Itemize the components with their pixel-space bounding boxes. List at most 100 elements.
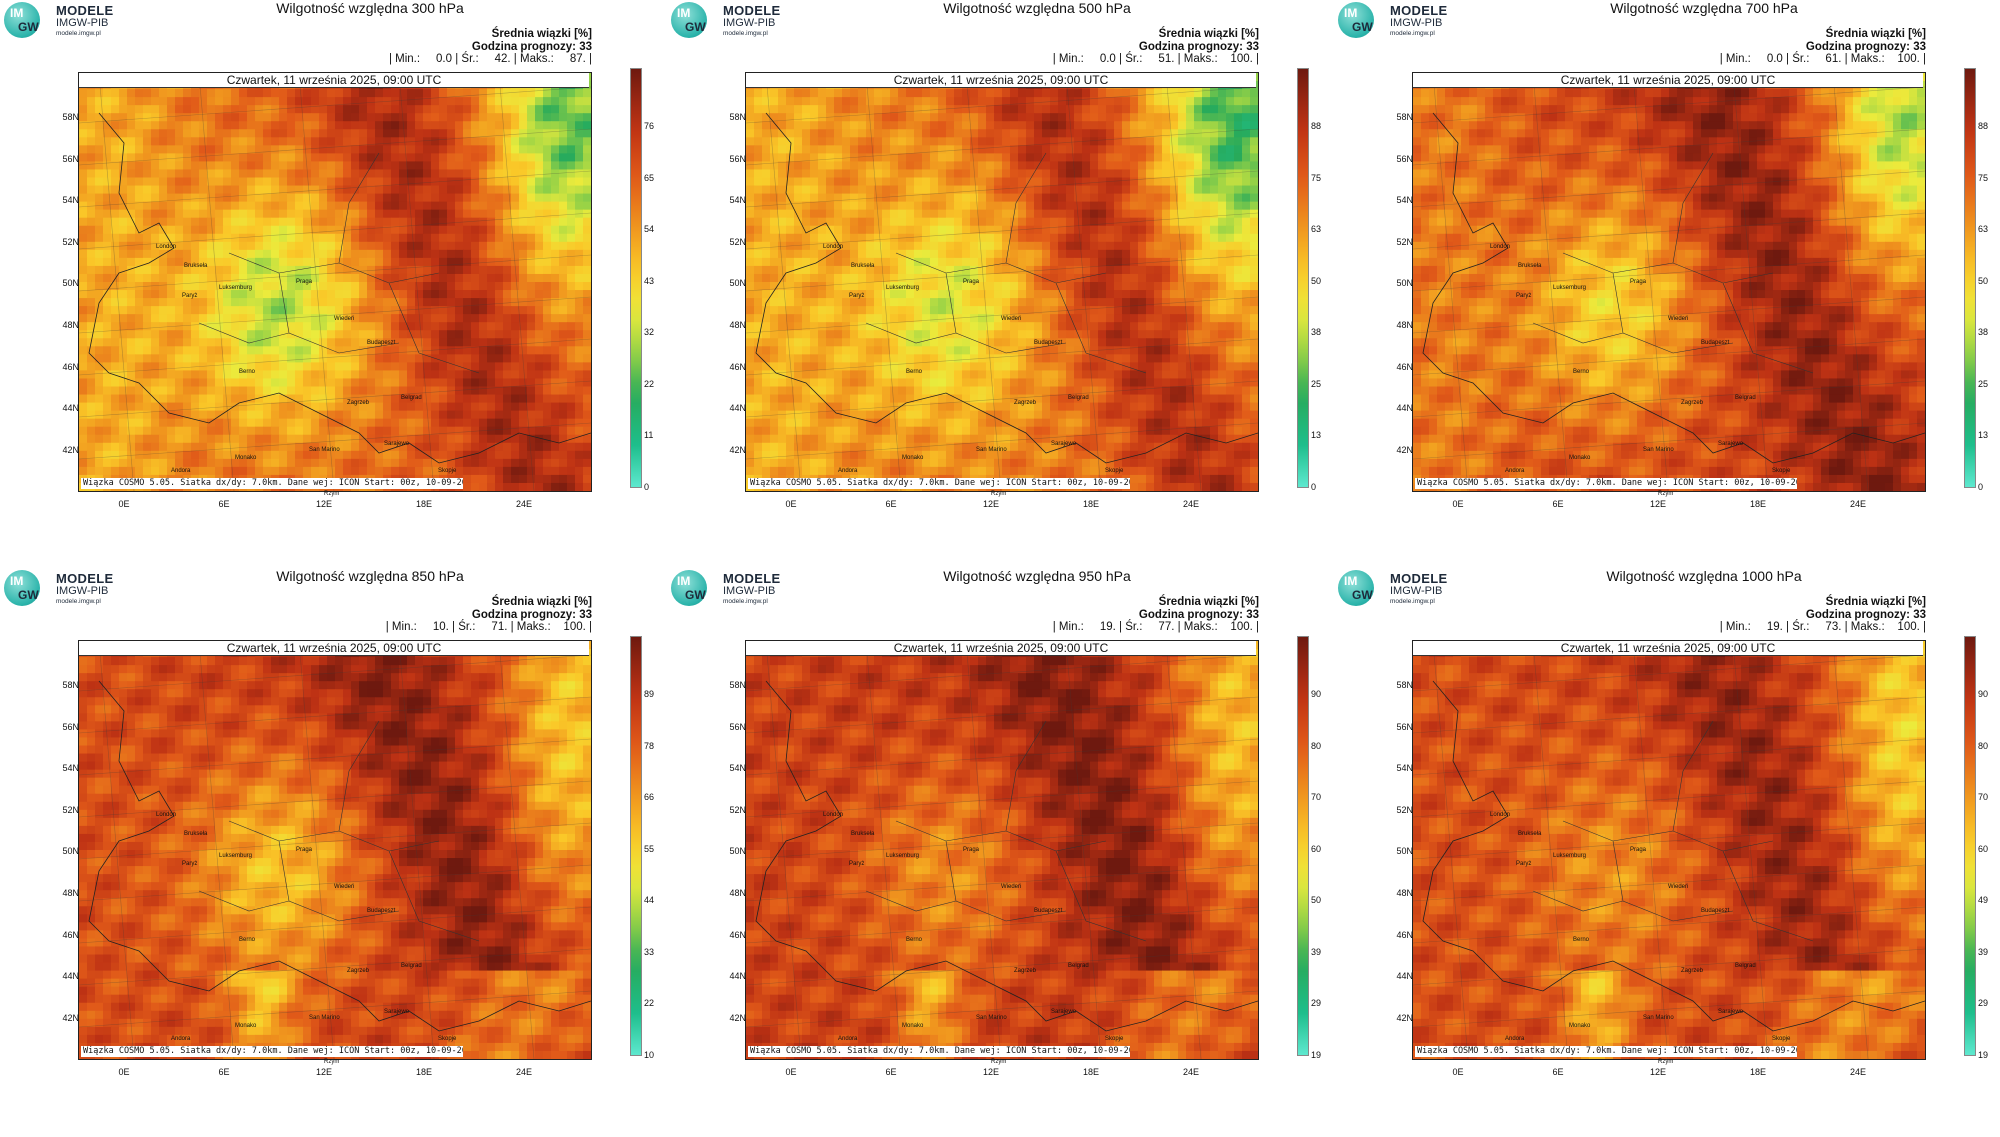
city-label: Budapeszt — [367, 340, 395, 346]
map-area[interactable]: London Brukseła Paryż Luksemburg Berno Praga W… — [78, 72, 592, 497]
info-forecast-hour: Godzina prognozy: 33 — [1720, 609, 1926, 622]
city-label: Budapeszt — [1034, 340, 1062, 346]
info-variable: Średnia wiązki [%] — [389, 28, 592, 41]
forecast-panel: IM GW MODELE IMGW-PIB modele.imgw.pl Wilgotno… — [0, 0, 667, 568]
country-borders — [1532, 720, 1814, 942]
lat-tick-label: 56N — [1396, 722, 1413, 732]
logo-mark-bottom: GW — [1352, 588, 1373, 602]
graticule-line — [746, 738, 1258, 776]
city-label: Budapeszt — [1701, 908, 1729, 914]
graticule-line — [746, 948, 1258, 986]
graticule-line — [1832, 73, 1869, 491]
city-label: San Marino — [976, 447, 1007, 453]
city-label: Wiedeń — [1001, 316, 1021, 322]
lon-tick-label: 12E — [309, 499, 339, 509]
info-variable: Średnia wiązki [%] — [1720, 596, 1926, 609]
map-area[interactable]: London Brukseła Paryż Luksemburg Berno Praga W… — [78, 640, 592, 1065]
lat-tick-label: 54N — [62, 763, 79, 773]
city-label: Luksemburg — [1553, 285, 1586, 291]
graticule-line — [79, 822, 591, 860]
humidity-field — [746, 73, 1258, 491]
logo-mark-bottom: GW — [18, 588, 39, 602]
graticule-line — [765, 73, 802, 491]
graticule-line — [746, 696, 1258, 734]
coastline — [755, 680, 1258, 1032]
lat-tick-label: 44N — [1396, 971, 1413, 981]
country-borders — [865, 720, 1147, 942]
graticule-line — [1632, 641, 1669, 1059]
lat-tick-label: 52N — [62, 237, 79, 247]
graticule-line — [79, 380, 591, 418]
graticule-line — [98, 73, 135, 491]
map-area[interactable]: London Brukseła Paryż Luksemburg Berno Praga W… — [745, 72, 1259, 497]
lat-tick-label: 52N — [729, 237, 746, 247]
panel-title: Wilgotność względna 300 hPa — [160, 0, 580, 16]
city-label: London — [823, 244, 843, 250]
graticule-line — [1413, 128, 1925, 166]
logo-mark-bottom: GW — [1352, 20, 1373, 34]
lat-tick-label: 50N — [1396, 278, 1413, 288]
colorbar-tick: 38 — [1978, 327, 1988, 337]
map-area[interactable]: London Brukseła Paryż Luksemburg Berno Praga W… — [1412, 72, 1926, 497]
graticule-line — [1413, 948, 1925, 986]
lon-tick-label: 0E — [1443, 499, 1473, 509]
lat-tick-label: 46N — [62, 930, 79, 940]
graticule-line — [1532, 73, 1569, 491]
colorbar-tick: 50 — [1311, 276, 1321, 286]
coastline — [1422, 680, 1925, 1032]
lon-tick-label: 12E — [976, 499, 1006, 509]
graticule-line — [398, 641, 435, 1059]
city-label: Paryż — [849, 293, 864, 299]
lat-tick-label: 42N — [729, 445, 746, 455]
logo-mark-top: IM — [10, 6, 23, 20]
logo-text-url: modele.imgw.pl — [1390, 598, 1435, 605]
graticule-line — [1732, 641, 1769, 1059]
lon-tick-label: 6E — [876, 1067, 906, 1077]
lat-tick-label: 50N — [729, 278, 746, 288]
city-label: Praga — [296, 847, 312, 853]
info-variable: Średnia wiązki [%] — [386, 596, 592, 609]
city-label: Sarajewo — [1718, 1009, 1743, 1015]
lat-tick-label: 44N — [62, 403, 79, 413]
lon-tick-label: 12E — [976, 1067, 1006, 1077]
lat-tick-label: 54N — [62, 195, 79, 205]
city-label: Paryż — [182, 861, 197, 867]
graticule-line — [298, 73, 335, 491]
model-footer: Wiązka COSMO 5.05. Siatka dx/dy: 7.0km. … — [748, 1046, 1130, 1057]
graticule-line — [746, 422, 1258, 460]
colorbar-tick: 76 — [644, 121, 654, 131]
coastline — [755, 112, 1258, 464]
model-footer: Wiązka COSMO 5.05. Siatka dx/dy: 7.0km. … — [81, 1046, 463, 1057]
colorbar-tick: 75 — [1311, 173, 1321, 183]
lat-tick-label: 48N — [62, 320, 79, 330]
graticule-line — [1432, 73, 1469, 491]
colorbar — [630, 68, 642, 488]
graticule-line — [79, 654, 591, 692]
logo-text-imgw: IMGW-PIB — [723, 585, 775, 597]
coastline — [88, 112, 591, 464]
logo-mark-bottom: GW — [685, 588, 706, 602]
city-label: Zagrzeb — [347, 968, 369, 974]
city-label: Budapeszt — [367, 908, 395, 914]
lat-tick-label: 48N — [1396, 888, 1413, 898]
map-area[interactable]: London Brukseła Paryż Luksemburg Berno Praga W… — [1412, 640, 1926, 1065]
city-label: Paryż — [849, 861, 864, 867]
lat-tick-label: 50N — [62, 278, 79, 288]
lat-tick-label: 50N — [62, 846, 79, 856]
graticule-line — [79, 948, 591, 986]
info-stats: | Min.: 0.0 | Śr.: 61. | Maks.: 100. | — [1720, 53, 1926, 66]
lat-tick-label: 58N — [62, 680, 79, 690]
city-label: Brukseła — [184, 263, 207, 269]
city-label: Praga — [296, 279, 312, 285]
logo-mark-top: IM — [677, 6, 690, 20]
graticule-line — [79, 864, 591, 902]
city-label: Monako — [902, 455, 923, 461]
colorbar-tick: 90 — [1311, 689, 1321, 699]
map-area[interactable]: London Brukseła Paryż Luksemburg Berno Praga W… — [745, 640, 1259, 1065]
city-label: Luksemburg — [1553, 853, 1586, 859]
graticule-line — [1413, 422, 1925, 460]
city-label: London — [156, 812, 176, 818]
lon-tick-label: 24E — [509, 499, 539, 509]
city-label: Andora — [838, 468, 857, 474]
